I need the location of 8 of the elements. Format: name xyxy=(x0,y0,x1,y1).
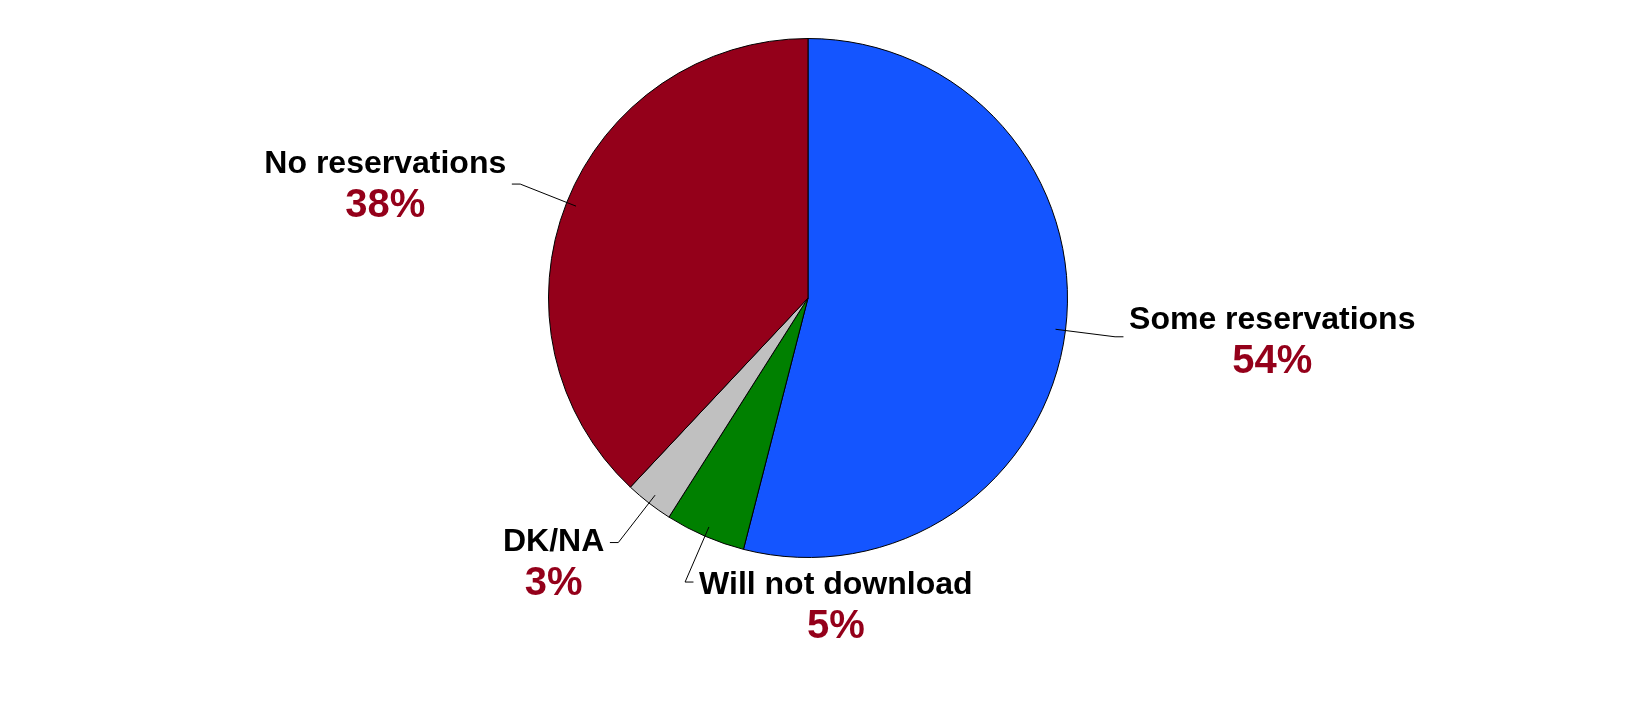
data-label: 3% xyxy=(524,559,583,604)
data-label: 38% xyxy=(345,181,426,226)
slice-label: Some reservations xyxy=(1129,299,1416,336)
slice-label: DK/NA xyxy=(502,522,605,559)
data-label: 5% xyxy=(806,602,865,647)
slice-label: Will not download xyxy=(699,564,973,601)
slice-label: No reservations xyxy=(264,143,507,180)
data-label: 54% xyxy=(1232,336,1313,381)
